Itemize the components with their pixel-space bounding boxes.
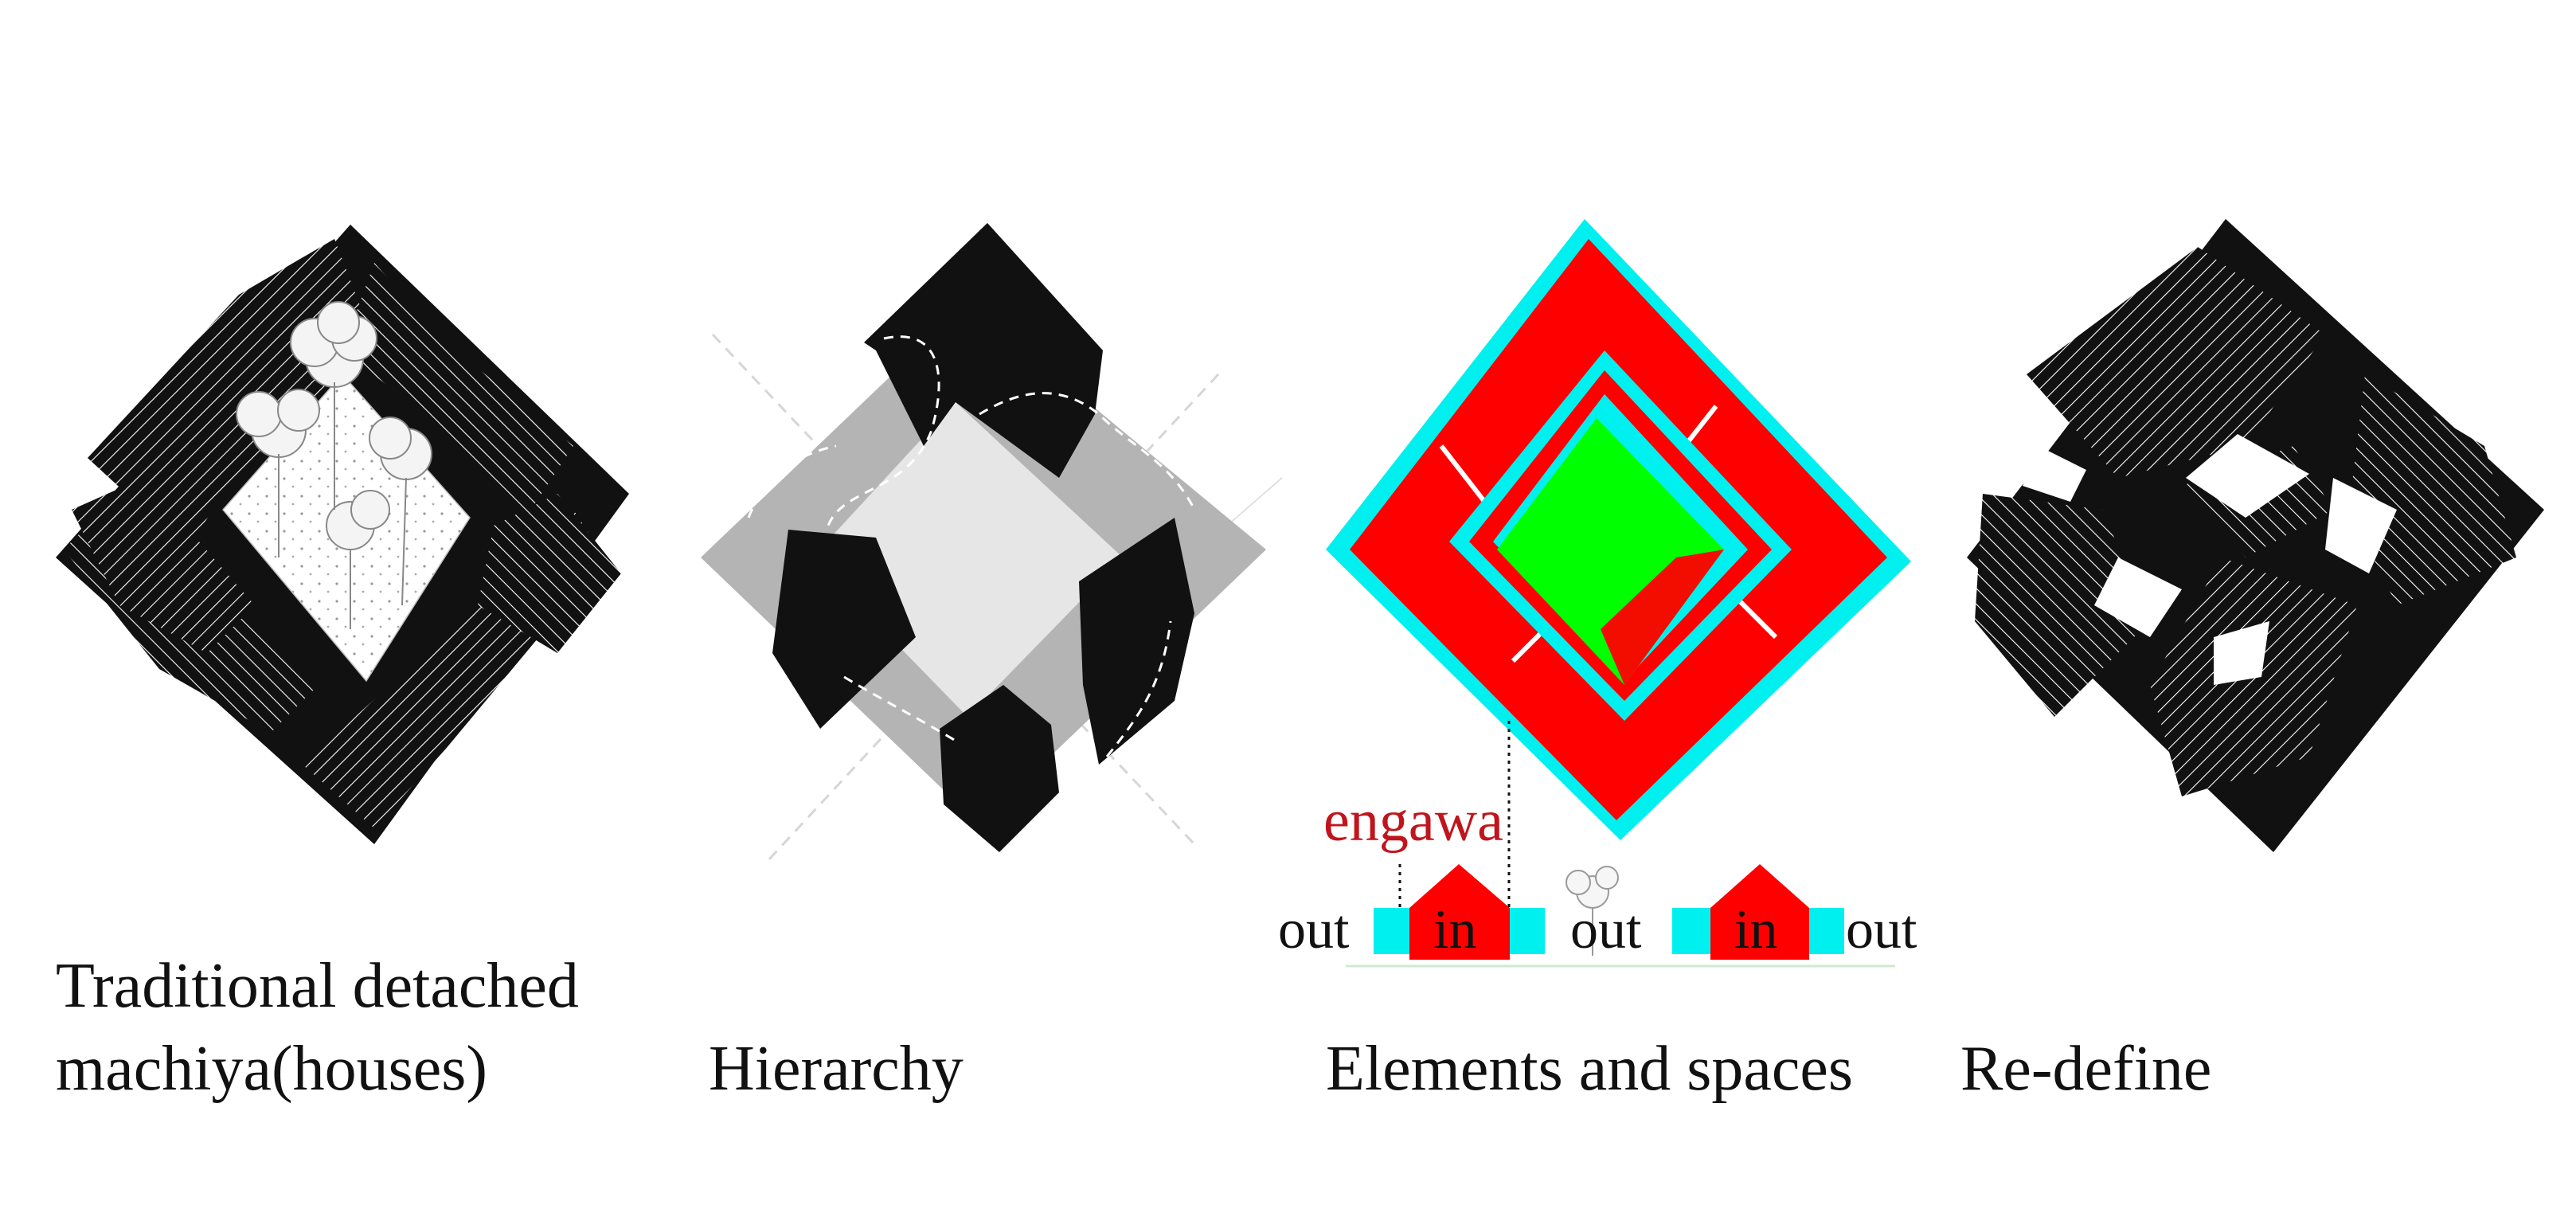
tree-icon	[236, 301, 432, 629]
caption-line: Traditional detached	[56, 951, 579, 1021]
caption-line: machiya(houses)	[56, 1034, 488, 1104]
caption-line: Elements and spaces	[1326, 1034, 1853, 1104]
engawa-strip	[1809, 908, 1844, 954]
void-court	[2325, 478, 2397, 573]
void-court	[2023, 446, 2086, 502]
section-diagram: engawa out in out in out	[1278, 788, 1917, 968]
roof-block-ne	[342, 263, 573, 518]
label-in-1: in	[1433, 899, 1476, 960]
engawa-strip	[1672, 908, 1710, 954]
label-out-1: out	[1278, 899, 1350, 960]
roof-block-n	[2027, 247, 2325, 478]
elements-drawing	[1326, 219, 1911, 936]
label-in-2: in	[1734, 899, 1777, 960]
caption-traditional: Traditional detached machiya(houses)	[56, 945, 579, 1110]
label-out-3: out	[1846, 899, 1917, 960]
engawa-strip	[1374, 908, 1412, 954]
caption-elements: Elements and spaces	[1326, 1027, 1853, 1110]
traditional-machiya-drawing	[56, 225, 629, 844]
label-out-2: out	[1570, 899, 1642, 960]
engawa-strip	[1510, 908, 1545, 954]
house-block-east	[1079, 518, 1194, 765]
house-in-1	[1409, 864, 1510, 960]
caption-line: Hierarchy	[709, 1034, 964, 1104]
void-court	[2094, 558, 2182, 637]
house-block-north	[864, 223, 1103, 478]
engawa-label: engawa	[1323, 788, 1503, 854]
roof-block-e	[478, 494, 621, 653]
roof-block-w	[1975, 494, 2150, 717]
house-block-west	[772, 530, 916, 729]
roof-block-w	[72, 478, 255, 653]
caption-hierarchy: Hierarchy	[709, 1027, 964, 1110]
house-block-south	[940, 685, 1059, 852]
caption-line: Re-define	[1960, 1034, 2212, 1104]
redefine-drawing	[1967, 219, 2544, 852]
caption-redefine: Re-define	[1960, 1027, 2211, 1110]
hierarchy-drawing	[701, 223, 1283, 862]
inner-courtyard	[812, 402, 1123, 717]
void-court	[2186, 434, 2309, 518]
house-in-2	[1710, 864, 1809, 960]
roof-block-e	[2349, 374, 2516, 605]
tree-icon	[1566, 866, 1619, 956]
roof-block-nw	[88, 239, 374, 550]
void-court	[2214, 621, 2269, 685]
